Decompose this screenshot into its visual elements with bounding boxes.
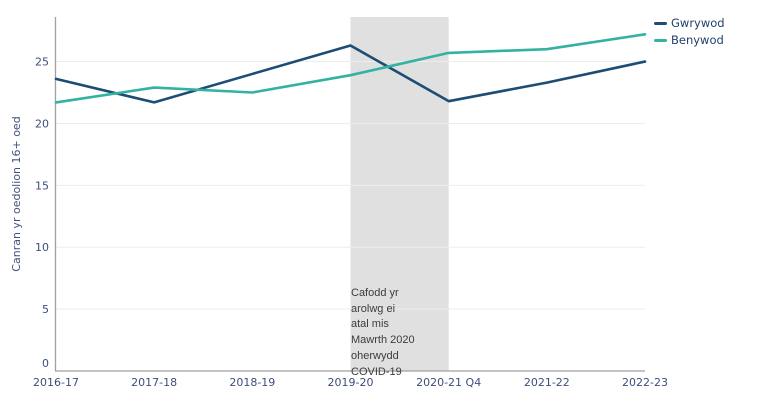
y-tick-label: 20 xyxy=(35,117,49,130)
x-tick-label: 2017-18 xyxy=(131,376,177,389)
legend-label-gwrywod: Gwrywod xyxy=(671,16,725,30)
legend-label-benywod: Benywod xyxy=(671,33,724,47)
benywod-line-marker-icon xyxy=(654,38,667,42)
data-series-lines xyxy=(54,33,647,104)
legend: Gwrywod Benywod xyxy=(654,16,725,47)
gridlines xyxy=(56,61,645,310)
x-tick-label: 2020-21 Q4 xyxy=(416,376,481,389)
gwrywod-line-marker-icon xyxy=(654,21,667,25)
x-tick-label: 2019-20 xyxy=(328,376,374,389)
y-tick-label: 0 xyxy=(42,357,49,370)
y-tick-label: 25 xyxy=(35,56,49,69)
legend-item-gwrywod[interactable]: Gwrywod xyxy=(654,16,725,30)
y-tick-label: 15 xyxy=(35,179,49,192)
y-tick-label: 10 xyxy=(35,241,49,254)
covid-annotation: Cafodd yr arolwg ei atal mis Mawrth 2020… xyxy=(351,287,415,378)
x-tick-label: 2022-23 xyxy=(622,376,668,389)
y-axis-title: Canran yr oedolion 16+ oed xyxy=(10,116,23,271)
series-line-gwrywod[interactable] xyxy=(54,44,647,104)
covid-shaded-band xyxy=(350,17,449,371)
legend-item-benywod[interactable]: Benywod xyxy=(654,33,725,47)
x-tick-label: 2018-19 xyxy=(229,376,275,389)
series-line-benywod[interactable] xyxy=(54,33,647,104)
axes xyxy=(54,17,645,372)
y-axis-tick-labels: 0 5 10 15 20 25 xyxy=(35,56,49,370)
x-tick-label: 2021-22 xyxy=(524,376,570,389)
x-tick-label: 2016-17 xyxy=(33,376,79,389)
covid-band-rect xyxy=(350,17,449,371)
y-tick-label: 5 xyxy=(42,303,49,316)
x-axis-tick-labels: 2016-17 2017-18 2018-19 2019-20 2020-21 Q4 20… xyxy=(33,376,668,389)
